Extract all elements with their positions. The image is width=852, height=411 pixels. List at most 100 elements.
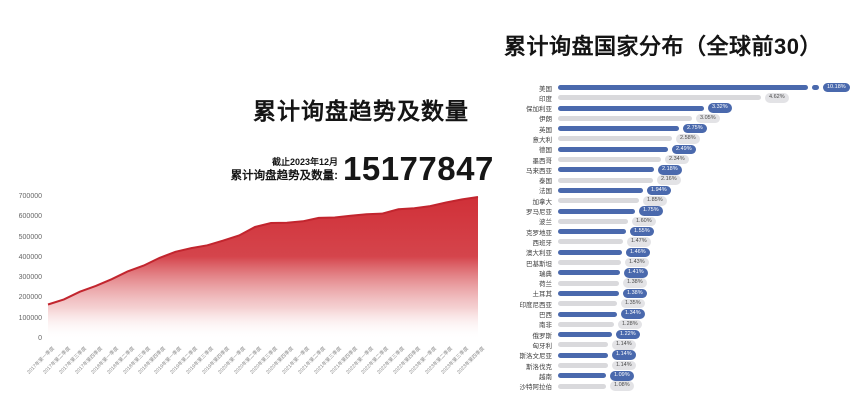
bar-value-label: 1.75% <box>639 206 663 216</box>
bar-row: 斯洛文尼亚 1.14% <box>490 350 850 361</box>
bar-segment <box>558 126 679 132</box>
bar-value-label: 1.85% <box>643 196 667 206</box>
bar-segment <box>558 321 614 327</box>
bar-value-label: 1.22% <box>616 329 640 340</box>
bar-row: 巴西 1.34% <box>490 309 850 320</box>
bar-category-label: 意大利 <box>532 136 553 144</box>
area-chart-svg <box>47 196 479 339</box>
bar-segment <box>558 342 608 348</box>
bar-category-label: 沙特阿拉伯 <box>519 384 553 392</box>
bar-category-label: 克罗地亚 <box>526 229 552 237</box>
bar-category-label: 伊朗 <box>539 116 552 124</box>
bar-row: 俄罗斯 1.22% <box>490 329 850 340</box>
bar-value-label: 1.46% <box>626 247 650 257</box>
bar-row: 德国 2.49% <box>490 144 850 155</box>
bar-segment <box>558 352 608 358</box>
bar-value-label: 2.49% <box>672 144 696 155</box>
bar-category-label: 巴西 <box>539 312 552 320</box>
bar-row: 印度尼西亚 1.35% <box>490 298 850 309</box>
bar-category-label: 罗马尼亚 <box>526 209 552 217</box>
trend-chart-title: 累计询盘趋势及数量 <box>253 98 469 124</box>
bar-value-label: 1.43% <box>625 257 649 268</box>
bar-category-label: 马来西亚 <box>526 167 552 175</box>
area-line <box>47 196 479 306</box>
bar-segment <box>558 311 617 317</box>
bar-row: 西班牙 1.47% <box>490 237 850 247</box>
bar-category-label: 俄罗斯 <box>532 332 553 340</box>
bar-segment <box>558 105 704 111</box>
bar-row: 越南 1.09% <box>490 371 850 381</box>
bar-category-label: 墨西哥 <box>532 157 553 165</box>
bar-category-label: 澳大利亚 <box>526 250 552 258</box>
bar-value-label: 1.28% <box>618 319 642 330</box>
bar-category-label: 巴基斯坦 <box>526 260 552 268</box>
bar-category-label: 荷兰 <box>539 281 552 289</box>
y-tick-label: 400000 <box>18 253 42 261</box>
bar-segment <box>558 208 635 214</box>
bar-row: 荷兰 1.38% <box>490 278 850 289</box>
bar-row: 法国 1.94% <box>490 185 850 196</box>
bar-row: 波兰 1.60% <box>490 216 850 227</box>
area-fill <box>48 197 478 339</box>
bar-segment <box>558 260 621 266</box>
bar-row: 马来西亚 2.18% <box>490 165 850 175</box>
bar-row: 伊朗 3.05% <box>490 113 850 124</box>
bar-value-label: 2.16% <box>657 175 681 185</box>
y-tick-label: 200000 <box>18 294 42 302</box>
bar-segment <box>558 363 608 369</box>
bar-category-label: 斯洛文尼亚 <box>519 353 553 361</box>
y-tick-label: 0 <box>38 335 42 342</box>
trend-area-chart <box>46 190 482 343</box>
bar-segment <box>558 167 654 173</box>
bar-segment <box>558 85 808 90</box>
bar-segment <box>558 301 617 307</box>
bar-row: 保加利亚 3.32% <box>490 103 850 114</box>
bar-value-label: 3.32% <box>708 103 732 113</box>
bar-segment <box>558 218 628 224</box>
bar-segment <box>558 332 612 338</box>
y-tick-label: 300000 <box>18 274 42 282</box>
bar-row: 沙特阿拉伯 1.08% <box>490 381 850 392</box>
bar-row: 斯洛伐克 1.14% <box>490 360 850 371</box>
bar-value-label: 1.38% <box>623 278 647 288</box>
bar-row: 土耳其 1.38% <box>490 288 850 299</box>
bar-category-label: 美国 <box>539 85 552 93</box>
bar-category-label: 匈牙利 <box>532 342 553 350</box>
bar-row: 澳大利亚 1.46% <box>490 247 850 258</box>
bar-row: 泰国 2.16% <box>490 175 850 185</box>
bar-value-label: 2.58% <box>676 134 700 144</box>
bar-value-label: 1.38% <box>623 288 647 299</box>
stat-captions: 截止2023年12月 累计询盘趋势及数量: <box>208 156 338 184</box>
bar-value-label: 1.14% <box>612 360 636 371</box>
bar-category-label: 保加利亚 <box>526 106 552 114</box>
y-tick-label: 500000 <box>18 233 42 241</box>
bar-segment <box>558 280 619 286</box>
bar-row: 罗马尼亚 1.75% <box>490 206 850 217</box>
bar-category-label: 印度尼西亚 <box>519 301 553 309</box>
bar-segment <box>558 249 622 255</box>
bar-row: 克罗地亚 1.55% <box>490 226 850 237</box>
bar-value-label: 1.08% <box>610 381 634 391</box>
bar-category-label: 德国 <box>539 147 552 155</box>
bar-row: 南非 1.28% <box>490 319 850 330</box>
bar-value-label: 1.14% <box>612 350 636 360</box>
bar-category-label: 英国 <box>539 126 552 134</box>
bar-row: 加拿大 1.85% <box>490 196 850 206</box>
bar-row: 英国 2.75% <box>490 123 850 134</box>
bar-value-label: 4.62% <box>765 93 789 103</box>
bar-category-label: 瑞典 <box>539 270 552 278</box>
bar-segment <box>558 157 661 163</box>
bar-value-label: 10.18% <box>823 82 850 93</box>
bar-value-label: 1.35% <box>621 298 645 309</box>
bar-category-label: 波兰 <box>539 219 552 227</box>
bar-value-label: 1.47% <box>627 237 651 247</box>
bar-row: 巴基斯坦 1.43% <box>490 257 850 268</box>
bar-axis-break <box>812 85 819 90</box>
bar-category-label: 法国 <box>539 188 552 196</box>
bar-row: 美国 10.18% <box>490 82 850 93</box>
bar-segment <box>558 187 643 193</box>
bar-segment <box>558 146 668 152</box>
bar-category-label: 越南 <box>539 373 552 381</box>
bar-value-label: 1.55% <box>630 226 654 237</box>
